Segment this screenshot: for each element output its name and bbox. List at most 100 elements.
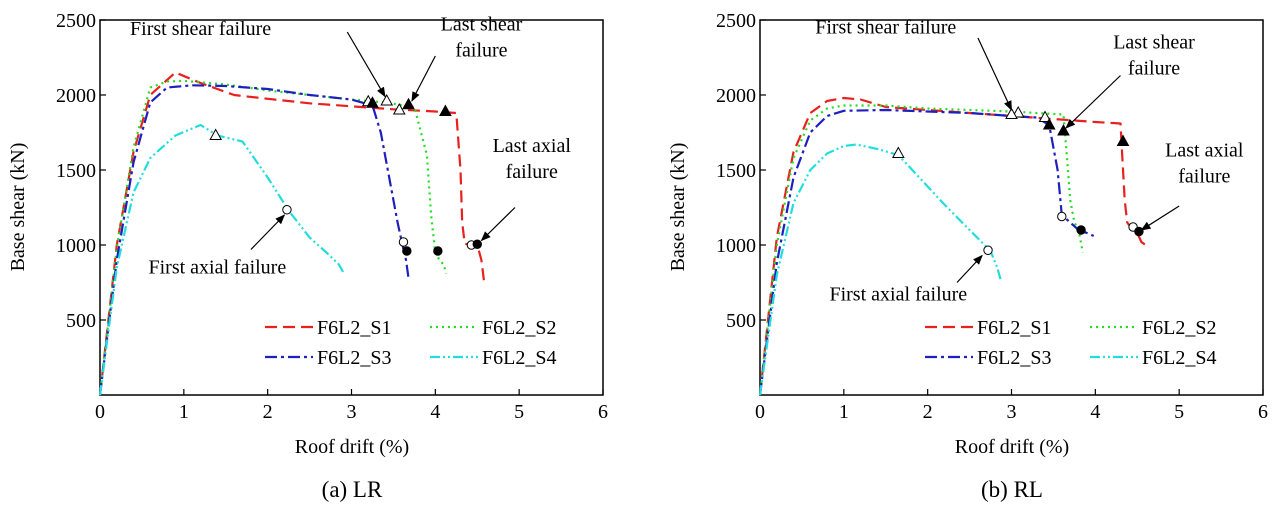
first-shear-failure-marker — [209, 128, 223, 140]
figure-caption: (b) RL — [981, 477, 1043, 502]
first-shear-failure-marker — [1011, 105, 1025, 118]
annotation-label: First shear failure — [130, 18, 271, 40]
annotation-arrow — [346, 31, 386, 98]
annotation-label: failure — [506, 161, 558, 183]
last-axial-failure-marker — [402, 246, 412, 256]
chart-panel-lr: Base shear (kN) Roof drift (%) (a) LR 0 1… — [7, 10, 608, 502]
annotation-label: failure — [1128, 58, 1180, 80]
y-tick-label: 2500 — [56, 10, 96, 32]
legend-label: F6L2_S1 — [977, 317, 1051, 339]
annotation-arrow — [411, 55, 436, 102]
first-axial-failure-marker — [1057, 211, 1067, 222]
axis-ticks: 0 1 2 3 4 5 6 500 1000 1500 2000 2500 — [56, 10, 608, 423]
first-axial-failure-marker — [983, 245, 993, 255]
annotation-label: First axial failure — [148, 257, 286, 279]
last-shear-failure-marker — [1057, 123, 1070, 136]
annotation-label: First axial failure — [829, 284, 967, 306]
annotation-label: Last axial — [493, 135, 572, 157]
annotation-label: failure — [1178, 166, 1230, 188]
legend-label: F6L2_S3 — [317, 347, 391, 369]
x-tick-label: 0 — [755, 401, 765, 423]
y-tick-label: 500 — [726, 310, 756, 332]
last-axial-failure-marker — [472, 239, 482, 249]
y-tick-label: 2000 — [56, 85, 96, 107]
last-shear-failure-marker — [402, 97, 415, 110]
x-axis-label: Roof drift (%) — [295, 436, 409, 458]
y-tick-label: 2000 — [716, 85, 756, 107]
last-shear-failure-marker — [1042, 117, 1056, 130]
legend-label: F6L2_S4 — [1142, 347, 1216, 369]
chart-panel-rl: Base shear (kN) Roof drift (%) (b) RL 0 1… — [667, 10, 1268, 502]
y-tick-label: 2500 — [716, 10, 756, 32]
y-tick-label: 1500 — [56, 160, 96, 182]
figure-caption: (a) LR — [322, 477, 383, 502]
axis-ticks: 0 1 2 3 4 5 6 500 1000 1500 2000 2500 — [716, 10, 1268, 423]
x-tick-label: 6 — [598, 401, 608, 423]
failure-markers — [891, 105, 1144, 255]
x-tick-label: 4 — [1090, 401, 1100, 423]
annotation-label: Last axial — [1165, 140, 1244, 162]
x-tick-label: 5 — [1174, 401, 1184, 423]
x-tick-label: 4 — [430, 401, 440, 423]
first-shear-failure-marker — [380, 93, 394, 106]
annotation-label: Last shear — [1113, 32, 1195, 54]
series-line-f6l2-s3 — [758, 108, 1095, 396]
legend-label: F6L2_S2 — [482, 317, 556, 339]
y-axis-label: Base shear (kN) — [7, 143, 29, 272]
series-line-f6l2-s1 — [758, 96, 1147, 396]
last-shear-failure-marker — [366, 96, 379, 108]
annotations: First shear failure Last shear failure Last… — [130, 14, 571, 279]
series-line-f6l2-s4 — [758, 143, 1002, 396]
legend-label: F6L2_S1 — [317, 317, 391, 339]
annotation-label: failure — [455, 40, 507, 62]
x-tick-label: 5 — [514, 401, 524, 423]
legend-label: F6L2_S3 — [977, 347, 1051, 369]
first-shear-failure-marker — [392, 102, 406, 115]
annotations: First shear failure Last shear failure Last… — [815, 17, 1244, 306]
series-line-f6l2-s4 — [98, 123, 345, 396]
annotation-arrow — [480, 207, 516, 242]
annotation-arrow — [956, 254, 983, 283]
failure-markers — [209, 93, 482, 256]
annotation-arrow — [250, 214, 286, 250]
last-axial-failure-marker — [1134, 226, 1144, 237]
x-tick-label: 1 — [179, 401, 189, 423]
first-shear-failure-marker — [891, 146, 905, 158]
y-tick-label: 1000 — [56, 235, 96, 257]
legend: F6L2_S1 F6L2_S2 F6L2_S3 F6L2_S4 — [925, 317, 1216, 369]
y-tick-label: 1000 — [716, 235, 756, 257]
first-axial-failure-marker — [282, 205, 292, 215]
x-tick-label: 3 — [1007, 401, 1017, 423]
last-shear-failure-marker — [439, 104, 452, 116]
x-tick-label: 2 — [923, 401, 933, 423]
first-shear-failure-marker — [1038, 110, 1052, 122]
x-axis-label: Roof drift (%) — [955, 436, 1069, 458]
y-tick-label: 1500 — [716, 160, 756, 182]
series-line-f6l2-s2 — [758, 104, 1084, 396]
x-tick-label: 2 — [263, 401, 273, 423]
legend: F6L2_S1 F6L2_S2 F6L2_S3 F6L2_S4 — [265, 317, 556, 369]
y-axis-label: Base shear (kN) — [667, 143, 689, 272]
x-tick-label: 0 — [95, 401, 105, 423]
series-lines — [98, 71, 486, 396]
annotation-arrow — [1140, 205, 1180, 231]
annotation-label: Last shear — [441, 14, 523, 36]
first-shear-failure-marker — [1005, 107, 1018, 119]
x-tick-label: 3 — [347, 401, 357, 423]
annotation-arrow — [977, 37, 1013, 111]
y-tick-label: 500 — [66, 310, 96, 332]
series-line-f6l2-s2 — [98, 79, 448, 396]
x-tick-label: 1 — [839, 401, 849, 423]
legend-label: F6L2_S2 — [1142, 317, 1216, 339]
annotation-arrow — [1065, 75, 1121, 129]
last-axial-failure-marker — [1076, 225, 1086, 235]
last-axial-failure-marker — [433, 246, 443, 256]
series-lines — [758, 96, 1147, 396]
last-shear-failure-marker — [1116, 134, 1130, 146]
series-line-f6l2-s1 — [98, 71, 486, 396]
series-line-f6l2-s3 — [98, 84, 410, 396]
legend-label: F6L2_S4 — [482, 347, 556, 369]
first-axial-failure-marker — [398, 237, 409, 247]
annotation-label: First shear failure — [815, 17, 956, 39]
